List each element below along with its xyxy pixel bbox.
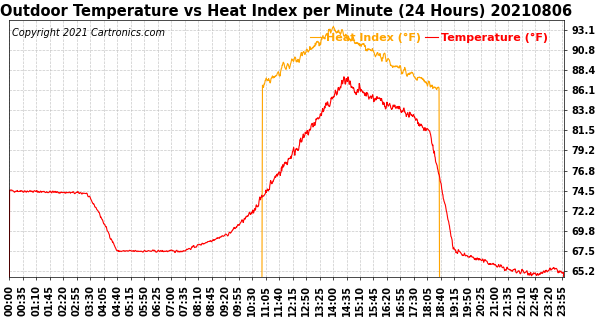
Title: Outdoor Temperature vs Heat Index per Minute (24 Hours) 20210806: Outdoor Temperature vs Heat Index per Mi…	[1, 4, 572, 19]
Temperature (°F)	[129, 249, 136, 253]
Text: Copyright 2021 Cartronics.com: Copyright 2021 Cartronics.com	[12, 28, 165, 38]
Temperature (°F)	[191, 246, 198, 250]
Temperature (°F)	[495, 263, 502, 267]
Line: Temperature (°F): Temperature (°F)	[9, 77, 564, 320]
Temperature (°F)	[373, 95, 380, 99]
Temperature (°F)	[446, 224, 453, 228]
Line: Heat Index (°F): Heat Index (°F)	[262, 27, 440, 320]
Legend: Heat Index (°F), Temperature (°F): Heat Index (°F), Temperature (°F)	[305, 28, 553, 47]
Temperature (°F)	[340, 75, 347, 79]
Temperature (°F)	[115, 249, 122, 253]
Heat Index (°F)	[373, 52, 380, 56]
